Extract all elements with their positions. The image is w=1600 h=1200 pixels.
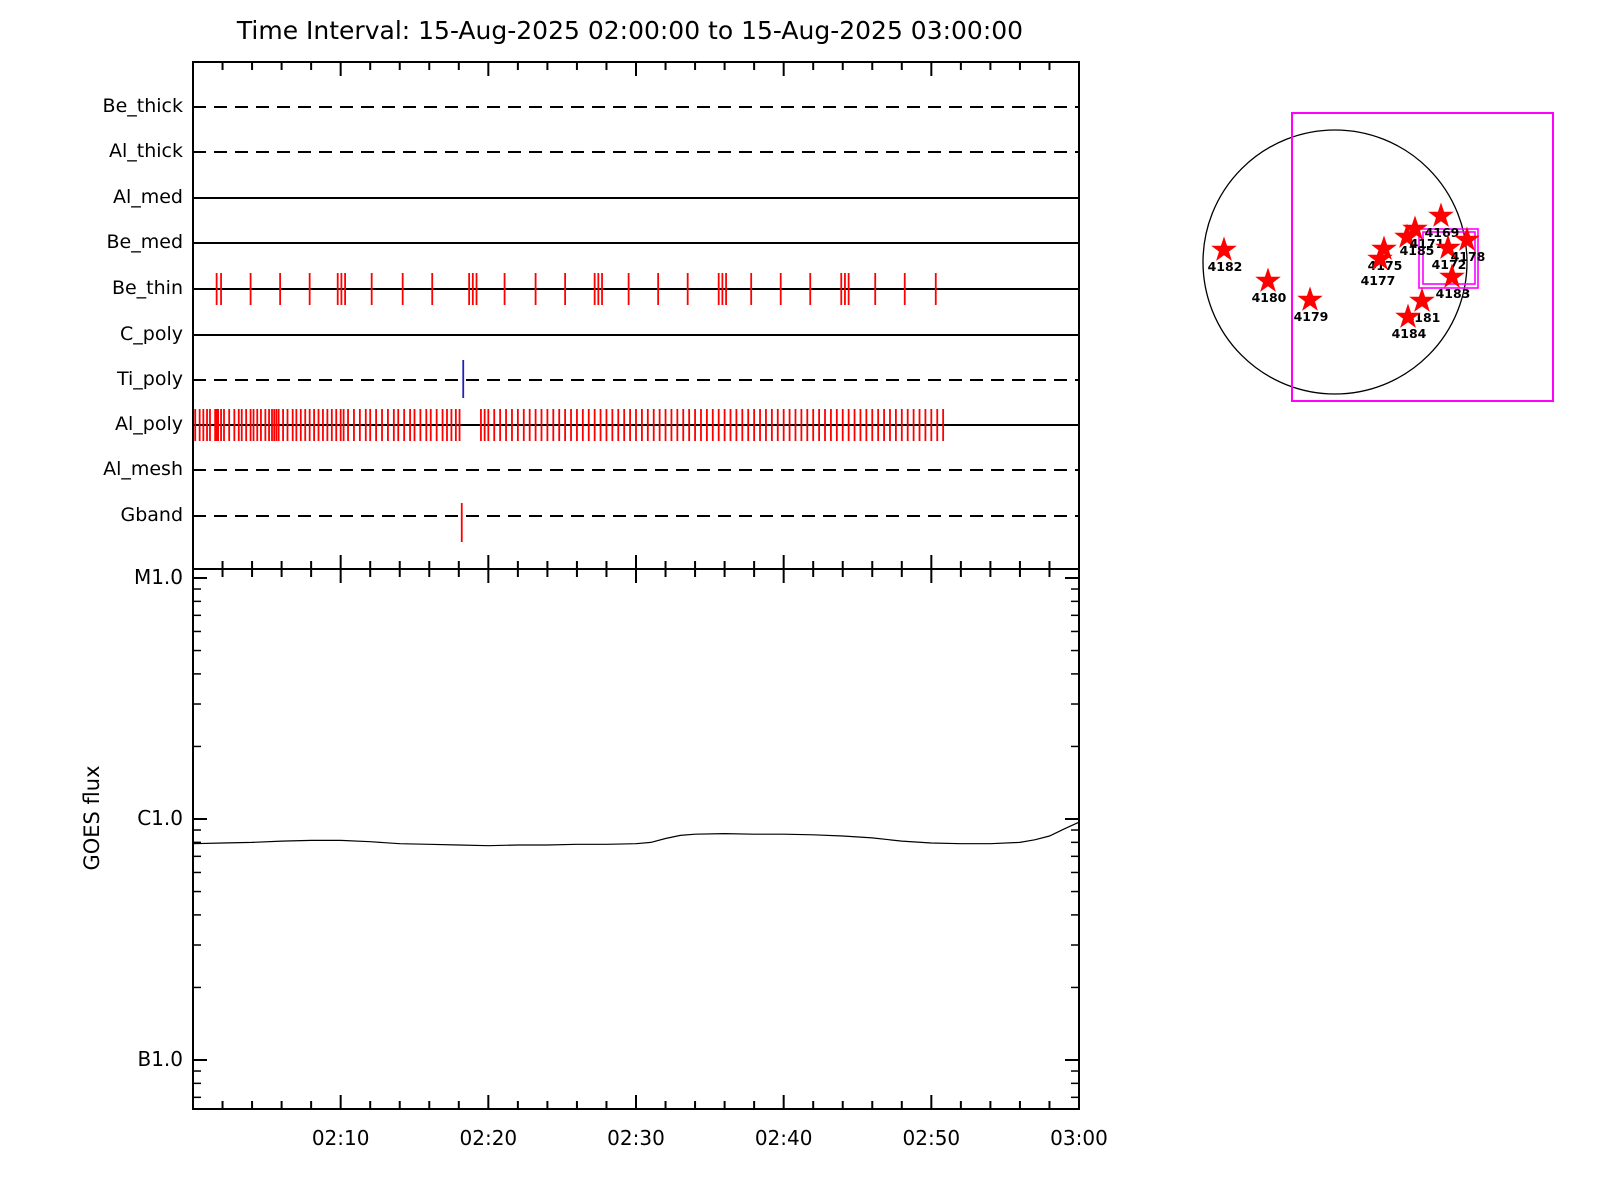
goes-ytick-label-C1.0: C1.0 (137, 806, 183, 831)
filter-label-Al_mesh: Al_mesh (103, 458, 183, 481)
goes-flux-curve (192, 821, 1080, 847)
active-region-star-4181 (1409, 287, 1435, 312)
active-region-star-4182 (1211, 236, 1237, 261)
filter-label-Ti_poly: Ti_poly (116, 368, 183, 391)
active-region-label-4172: 4172 (1432, 257, 1467, 272)
active-region-star-4183 (1439, 263, 1465, 288)
time-axis-label-02:30: 02:30 (607, 1126, 665, 1150)
filter-label-Al_thick: Al_thick (109, 140, 183, 163)
active-region-star-4179 (1297, 286, 1323, 311)
active-region-label-4184: 4184 (1392, 326, 1427, 341)
time-axis-label-02:50: 02:50 (902, 1126, 961, 1150)
active-region-star-4184 (1395, 303, 1421, 328)
filter-label-Gband: Gband (120, 504, 183, 527)
active-region-star-4172 (1435, 234, 1461, 259)
time-axis-label-02:40: 02:40 (754, 1126, 813, 1150)
time-axis-label-03:00: 03:00 (1050, 1126, 1108, 1150)
active-region-star-4169 (1428, 202, 1454, 227)
active-region-label-4178: 4178 (1451, 249, 1486, 264)
fov-box-0 (1291, 112, 1554, 402)
time-axis-label-02:10: 02:10 (311, 1126, 370, 1150)
goes-ytick-label-B1.0: B1.0 (137, 1047, 183, 1072)
active-region-star-4178 (1454, 226, 1480, 251)
filter-label-Be_med: Be_med (106, 231, 183, 254)
filter-label-Al_poly: Al_poly (115, 413, 183, 436)
active-region-star-4177 (1367, 245, 1393, 270)
filter-label-Al_med: Al_med (112, 186, 183, 209)
active-region-label-4183: 4183 (1436, 286, 1471, 301)
active-region-label-4179: 4179 (1294, 309, 1329, 324)
active-region-label-4182: 4182 (1208, 259, 1243, 274)
goes-panel-frame (192, 568, 1080, 1110)
active-region-star-4171 (1402, 215, 1428, 240)
active-region-label-4180: 4180 (1252, 290, 1287, 305)
time-axis-label-02:20: 02:20 (459, 1126, 518, 1150)
active-region-label-4171: 4171 (1410, 236, 1445, 251)
active-region-label-4169: 4169 (1425, 225, 1460, 240)
active-region-star-4175 (1371, 235, 1397, 260)
filter-label-Be_thick: Be_thick (102, 95, 183, 118)
solar-disk-limb (1202, 129, 1468, 395)
page-title: Time Interval: 15-Aug-2025 02:00:00 to 1… (236, 16, 1024, 45)
timeline-panel-frame (192, 61, 1080, 570)
filter-label-C_poly: C_poly (120, 323, 183, 346)
active-region-star-4180 (1255, 267, 1281, 292)
filter-label-Be_thin: Be_thin (111, 277, 183, 300)
goes-ytick-label-M1.0: M1.0 (133, 565, 183, 590)
fov-box-1 (1418, 228, 1479, 289)
active-region-label-4177: 4177 (1361, 273, 1396, 288)
active-region-label-4185: 4185 (1400, 243, 1435, 258)
active-region-star-4185 (1394, 223, 1420, 248)
